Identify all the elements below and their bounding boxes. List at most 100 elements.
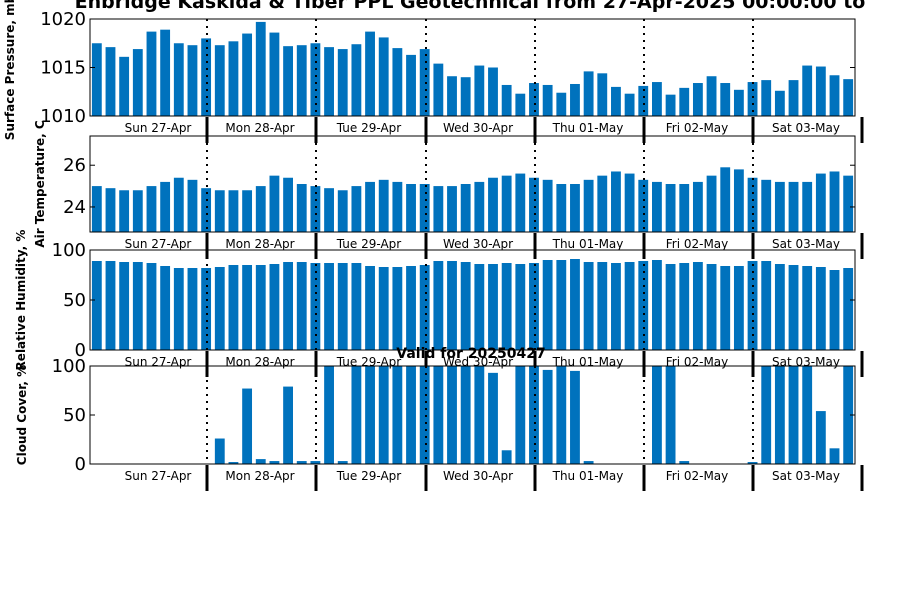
bar [310,461,321,464]
bar [788,181,799,232]
bar [242,388,253,464]
bar [337,190,348,232]
bar [447,261,457,350]
bar [228,265,239,350]
bar [733,89,744,116]
bar [529,83,539,116]
bar [201,268,212,350]
y-tick-label: 50 [63,405,86,426]
bar [91,186,102,232]
bar [269,264,280,350]
bar [583,262,594,350]
y-tick-label: 1020 [40,9,86,30]
bar [146,263,157,350]
bar [201,38,212,116]
bar [624,93,635,116]
bar [105,188,116,232]
bar [761,261,772,350]
bar [529,177,539,232]
day-label: Fri 02-May [666,237,729,251]
bar [378,37,389,116]
bar [255,265,266,350]
bar [447,186,457,232]
panel-2: 24 26 Sun 27-Apr Mon 28-Apr Tue 29-Apr Wed 30… [33,120,864,259]
bar [160,181,171,232]
bar [501,450,512,464]
day-label: Fri 02-May [666,469,729,483]
bar [542,84,553,116]
y-tick-label: 0 [75,340,86,361]
day-label: Sun 27-Apr [125,469,192,483]
bar [611,86,621,116]
bar [242,33,253,116]
bar [611,171,621,232]
bar [337,263,348,350]
bar [761,179,772,232]
bar [392,181,403,232]
bar [160,266,171,350]
bar [146,31,157,116]
bar [747,462,758,464]
bar [365,266,375,350]
day-label: Wed 30-Apr [443,237,513,251]
bar [583,71,594,116]
bar [597,262,608,350]
bar [570,83,580,116]
bar [474,65,485,116]
bar [419,184,430,232]
bar [119,56,130,116]
bar [365,181,375,232]
day-label: Thu 01-May [552,121,624,135]
day-label: Thu 01-May [552,469,624,483]
bar [679,263,690,350]
bar [679,184,690,232]
bar [515,366,526,464]
bar [365,366,375,464]
bar [214,438,225,464]
bar [187,45,198,116]
bar [474,366,485,464]
bar [611,263,621,350]
bar [160,29,171,117]
bar [228,462,239,464]
bar [747,82,758,116]
bar [774,366,785,464]
bar [788,366,799,464]
bar [283,177,293,232]
bar [392,48,403,116]
bar [460,366,471,464]
bar [255,21,266,116]
bar [679,87,690,116]
bar [542,260,553,350]
bar [91,43,102,116]
bar [843,366,854,464]
bar [638,85,649,116]
bar [542,369,553,464]
bar [652,260,662,350]
bar [173,43,184,116]
chart-subtitle: Valid for 20250427 [396,346,545,362]
bar [542,179,553,232]
bar [529,263,539,350]
bar [269,32,280,116]
bar [214,267,225,350]
bar [706,264,717,350]
bar [419,366,430,464]
bar [515,264,526,350]
y-tick-label: 26 [63,155,86,176]
bar [283,386,293,464]
bar [119,262,130,350]
y-tick-label: 50 [63,290,86,311]
bar [720,266,731,350]
bar [255,186,266,232]
bar [733,266,744,350]
bar [788,80,799,116]
day-label: Sat 03-May [772,121,840,135]
bar [652,82,662,116]
bar [665,264,676,350]
plot-frame [89,365,856,465]
bar [638,179,649,232]
bar [843,175,854,232]
bar [337,49,348,116]
bar [829,75,840,116]
